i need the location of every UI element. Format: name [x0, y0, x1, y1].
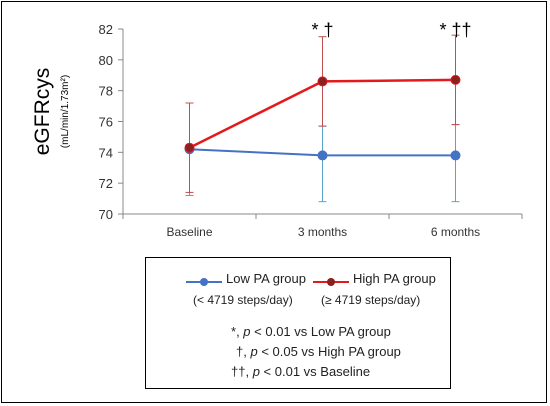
note-2-symbol: †: [236, 344, 244, 359]
y-tick-label: 78: [99, 84, 113, 99]
legend-label-high: High PA group: [353, 271, 436, 286]
chart-axes: [118, 28, 523, 219]
note-1-text: , p < 0.01 vs Low PA group: [236, 324, 391, 339]
legend-label-low: Low PA group: [226, 271, 306, 286]
note-1: *, p < 0.01 vs Low PA group: [231, 324, 391, 339]
legend-swatch-high: [313, 274, 349, 286]
chart-labels: 70 72 74 76 78 80 82 Baseline 3 months 6 months eG…: [31, 20, 480, 239]
y-tick-label: 76: [99, 115, 113, 130]
note-1-symbol: *: [231, 324, 237, 339]
x-tick-label: 3 months: [298, 225, 347, 239]
legend-box: Low PA group (< 4719 steps/day) High PA …: [145, 257, 451, 389]
data-point-high: [450, 74, 461, 85]
y-tick-label: 82: [99, 22, 113, 37]
y-tick-label: 74: [99, 145, 113, 160]
x-tick-label: 6 months: [431, 225, 480, 239]
significance-annotation: * ††: [439, 20, 471, 40]
data-point-high: [317, 76, 328, 87]
data-point-low: [317, 150, 328, 161]
note-3-text: , p < 0.01 vs Baseline: [245, 364, 371, 379]
note-2-text: , p < 0.05 vs High PA group: [243, 344, 401, 359]
legend-sublabel-low: (< 4719 steps/day): [193, 293, 293, 307]
chart-svg: 70 72 74 76 78 80 82 Baseline 3 months 6 months eG…: [31, 20, 523, 239]
legend-swatch-low: [186, 274, 222, 286]
y-axis-label: eGFRcys: [31, 68, 54, 156]
legend-sublabel-high: (≥ 4719 steps/day): [321, 293, 421, 307]
significance-annotation: * †: [311, 20, 333, 40]
error-bars: [185, 34, 460, 203]
y-tick-label: 70: [99, 207, 113, 222]
y-tick-label: 80: [99, 53, 113, 68]
y-axis-unit: (mL/min/1.73m²): [60, 75, 71, 148]
note-3-symbol: ††: [231, 364, 246, 379]
note-3: ††, p < 0.01 vs Baseline: [231, 364, 370, 379]
x-tick-label: Baseline: [166, 225, 212, 239]
note-2: †, p < 0.05 vs High PA group: [236, 344, 401, 359]
y-tick-label: 72: [99, 176, 113, 191]
data-point-high: [184, 142, 195, 153]
data-point-low: [450, 150, 461, 161]
series-markers: [184, 74, 461, 161]
